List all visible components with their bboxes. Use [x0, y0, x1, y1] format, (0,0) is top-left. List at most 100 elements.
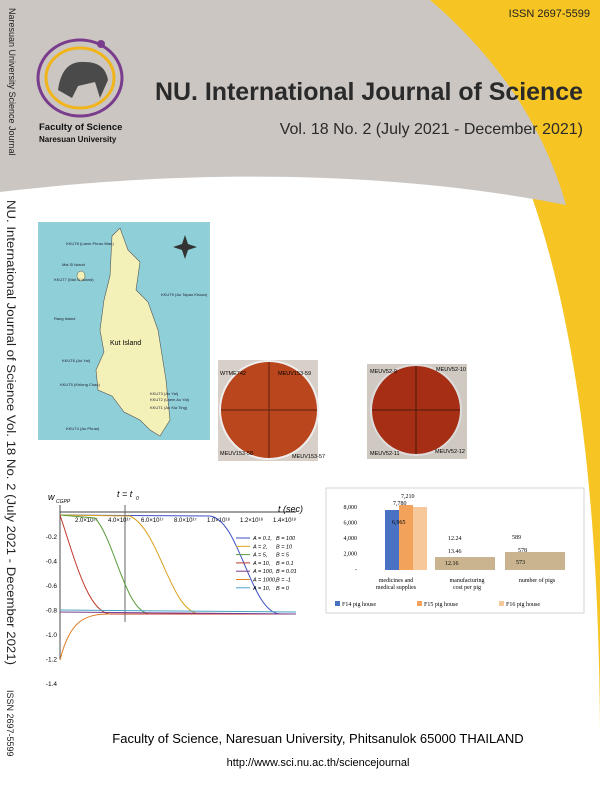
y-tick-label: -0.8 [46, 608, 58, 615]
dish-label: MEUV52-11 [370, 451, 400, 457]
islet [76, 270, 86, 282]
map-label: Kut Island [110, 340, 141, 347]
map-label: KKUT8 (Laem Phrao Wan) [66, 241, 114, 246]
curve [59, 514, 296, 615]
dish-label: MEUV52-12 [435, 449, 465, 455]
y-tick-label: 6,000 [344, 521, 358, 527]
logo-ring [44, 46, 116, 110]
map-label: KKUT2 (Laem Ao Yai) [150, 397, 190, 402]
curve [59, 613, 111, 661]
issn: ISSN 2697-5599 [509, 8, 590, 20]
dish-label: MEUV153-58 [220, 451, 253, 457]
value-label: 12.16 [445, 561, 459, 567]
bar [399, 505, 413, 570]
map-label: KKUT4 (Ao Phrao) [66, 426, 100, 431]
x-tick-label: 1.2×10¹⁸ [240, 517, 264, 524]
legend-label: A = 10, [252, 586, 270, 592]
map-label: KKUT1 (Ao Kia Ting) [150, 405, 188, 410]
y-tick-label: 4,000 [344, 536, 358, 542]
bar [505, 552, 565, 570]
curve [59, 514, 296, 615]
legend-label: F15 pig house [424, 602, 458, 608]
legend-label: B = 0.01 [276, 569, 297, 575]
title: NU. International Journal of Science [155, 78, 583, 106]
divider [221, 362, 317, 458]
y-tick-label: -0.2 [46, 534, 58, 541]
issue: Vol. 18 No. 2 (July 2021 - December 2021… [280, 121, 583, 138]
legend-label: A = 1000, [252, 578, 277, 584]
logo-text: Naresuan University [39, 135, 117, 144]
map-label: KKUT7 (Mai Si Island) [54, 277, 94, 282]
y-tick-label: -0.4 [46, 559, 58, 566]
compass [173, 235, 197, 259]
map-label: Mai Si Island [62, 262, 85, 267]
map: Kut Island KKUT8 (Laem Phrao Wan) Mai Si… [38, 222, 210, 440]
frame [325, 487, 585, 614]
category-label: manufacturing [450, 577, 485, 584]
map-label: KKUT5 (Khlong Chao) [60, 382, 100, 387]
logo-text: Faculty of Science [39, 122, 122, 133]
curve [59, 611, 297, 615]
x-tick-label: 1.4×10¹⁸ [273, 517, 297, 524]
value-label: 13.46 [448, 549, 462, 555]
y-tick-label: 8,000 [344, 505, 358, 511]
dish-left: WTME742 MEUV153-59 MEUV153-58 MEUV153-57 [218, 360, 325, 461]
value-label: 6,965 [392, 520, 406, 526]
value-label: 12.24 [448, 536, 462, 542]
category-label: cost per pig [453, 585, 481, 591]
grey-band [0, 0, 566, 205]
dish-label: MEUV52-10 [436, 367, 466, 373]
bar [413, 507, 427, 570]
dish-label: MEUV52-9 [370, 369, 397, 375]
y-label: w [48, 492, 55, 502]
y-tick-label: - [355, 567, 357, 573]
legend-label: B = 5 [276, 553, 290, 559]
x-tick-label: 8.0×10¹⁷ [174, 517, 197, 524]
legend-label: B = -1 [276, 578, 291, 584]
dish-label: MEUV153-57 [292, 454, 325, 460]
map-label: KKUT3 (Ao Yai) [150, 391, 179, 396]
legend-label: F16 pig house [506, 602, 540, 608]
y-tick-label: -1.0 [46, 632, 58, 639]
y-label-sub: CGPP [56, 499, 71, 505]
value-label: 7,210 [401, 494, 415, 500]
spine-top: Naresuan University Science Journal [7, 8, 17, 156]
y-tick-label: -1.4 [46, 681, 58, 688]
x-label: t (sec) [278, 504, 303, 514]
curve [59, 514, 296, 615]
category-label: medical supplies [376, 585, 417, 591]
y-tick-label: 2,000 [344, 552, 358, 558]
spine-issn: ISSN 2697-5599 [5, 690, 15, 757]
dish-label: MEUV153-59 [278, 371, 311, 377]
legend-label: A = 2, [252, 544, 267, 550]
legend-swatch [499, 601, 504, 606]
logo-elephant [58, 61, 108, 98]
line-figure: w CGPP t = t 0 t (sec) 2.0×10¹⁷ 4.0×10¹⁷ 6… [46, 489, 303, 688]
value-label: 573 [516, 560, 525, 566]
t-label: t = t [117, 489, 133, 499]
t-label-sub: 0 [136, 496, 139, 502]
island-shape [95, 227, 171, 437]
bar [435, 557, 495, 570]
legend-swatch [335, 601, 340, 606]
footer-url[interactable]: http://www.sci.nu.ac.th/sciencejournal [227, 757, 410, 769]
dish-right: MEUV52-9 MEUV52-10 MEUV52-11 MEUV52-12 [367, 364, 467, 459]
divider [372, 366, 460, 454]
x-tick-label: 2.0×10¹⁷ [75, 517, 98, 524]
dish-label: WTME742 [220, 371, 246, 377]
y-tick-label: -1.2 [46, 657, 58, 664]
legend-label: A = 0.1, [252, 536, 272, 542]
map-label: KKUT9 (Ao Tapao Khoan) [161, 292, 208, 297]
y-tick-label: -0.6 [46, 583, 58, 590]
logo-ring [36, 38, 124, 118]
map-label: Rang Island [54, 316, 75, 321]
spine-title: NU. International Journal of Science Vol… [4, 200, 16, 665]
value-label: 7,780 [393, 501, 407, 507]
legend-label: A = 10, [252, 561, 270, 567]
x-tick-label: 4.0×10¹⁷ [108, 517, 131, 524]
category-label: number of pigs [519, 577, 556, 584]
legend-label: F14 pig house [342, 602, 376, 608]
legend-label: B = 0.1 [276, 561, 294, 567]
